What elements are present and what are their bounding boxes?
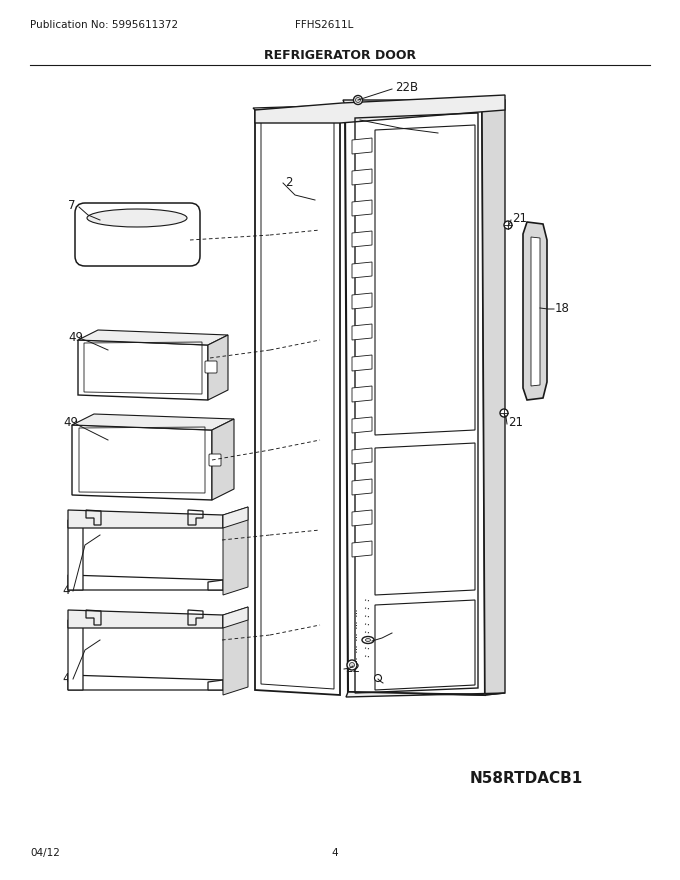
Polygon shape xyxy=(223,607,248,695)
Polygon shape xyxy=(352,510,372,526)
Ellipse shape xyxy=(356,98,360,102)
Polygon shape xyxy=(375,443,475,595)
Text: N58RTDACB1: N58RTDACB1 xyxy=(470,771,583,786)
Polygon shape xyxy=(352,541,372,557)
Polygon shape xyxy=(78,330,228,345)
Polygon shape xyxy=(68,575,223,590)
Polygon shape xyxy=(352,355,372,371)
Text: 18: 18 xyxy=(555,302,570,314)
Polygon shape xyxy=(255,105,340,695)
Polygon shape xyxy=(68,675,223,690)
Ellipse shape xyxy=(87,209,187,227)
Text: REFRIGERATOR DOOR: REFRIGERATOR DOOR xyxy=(264,48,416,62)
Polygon shape xyxy=(346,692,505,697)
Polygon shape xyxy=(352,417,372,433)
Ellipse shape xyxy=(350,663,354,668)
Polygon shape xyxy=(78,340,208,400)
Polygon shape xyxy=(223,507,248,595)
Polygon shape xyxy=(72,414,234,430)
Polygon shape xyxy=(208,580,223,590)
Polygon shape xyxy=(352,479,372,495)
Polygon shape xyxy=(352,293,372,309)
Polygon shape xyxy=(68,510,223,528)
FancyBboxPatch shape xyxy=(75,203,200,266)
Polygon shape xyxy=(68,610,223,628)
Polygon shape xyxy=(343,98,505,105)
Text: 22: 22 xyxy=(345,662,360,674)
Polygon shape xyxy=(352,386,372,402)
Polygon shape xyxy=(352,200,372,216)
Polygon shape xyxy=(223,607,248,628)
Polygon shape xyxy=(208,335,228,400)
Ellipse shape xyxy=(500,409,508,417)
Polygon shape xyxy=(223,507,248,528)
Text: 4: 4 xyxy=(332,848,339,858)
Polygon shape xyxy=(352,231,372,247)
Text: 22B: 22B xyxy=(395,80,418,93)
Ellipse shape xyxy=(347,660,357,670)
Polygon shape xyxy=(253,98,505,110)
Ellipse shape xyxy=(504,221,512,229)
Polygon shape xyxy=(375,600,475,690)
Text: 4: 4 xyxy=(62,671,69,685)
Text: 21A: 21A xyxy=(384,676,407,688)
Text: 13: 13 xyxy=(393,626,408,639)
Polygon shape xyxy=(72,425,212,500)
Polygon shape xyxy=(482,98,505,695)
Text: 4: 4 xyxy=(62,583,69,597)
Text: 49: 49 xyxy=(68,331,83,343)
FancyBboxPatch shape xyxy=(209,454,221,466)
Polygon shape xyxy=(531,237,540,386)
Polygon shape xyxy=(352,113,475,690)
Ellipse shape xyxy=(375,674,381,681)
Text: 49: 49 xyxy=(63,415,78,429)
Polygon shape xyxy=(523,222,547,400)
Polygon shape xyxy=(352,324,372,340)
Polygon shape xyxy=(212,419,234,500)
Polygon shape xyxy=(352,262,372,278)
FancyBboxPatch shape xyxy=(205,361,217,373)
Polygon shape xyxy=(68,520,83,590)
Ellipse shape xyxy=(362,636,374,643)
Polygon shape xyxy=(352,138,372,154)
Text: 21: 21 xyxy=(512,211,527,224)
Text: Publication No: 5995611372: Publication No: 5995611372 xyxy=(30,20,178,30)
Text: 21: 21 xyxy=(508,415,523,429)
Polygon shape xyxy=(68,620,83,690)
Ellipse shape xyxy=(354,96,362,105)
Ellipse shape xyxy=(365,639,371,642)
Text: 15: 15 xyxy=(440,126,455,138)
Polygon shape xyxy=(345,98,485,695)
Text: FFHS2611L: FFHS2611L xyxy=(295,20,354,30)
Polygon shape xyxy=(375,125,475,435)
Polygon shape xyxy=(352,448,372,464)
Polygon shape xyxy=(352,169,372,185)
Text: 2: 2 xyxy=(285,175,292,188)
Polygon shape xyxy=(208,680,223,690)
Text: 7: 7 xyxy=(68,199,75,211)
Polygon shape xyxy=(255,95,505,123)
Text: 04/12: 04/12 xyxy=(30,848,60,858)
